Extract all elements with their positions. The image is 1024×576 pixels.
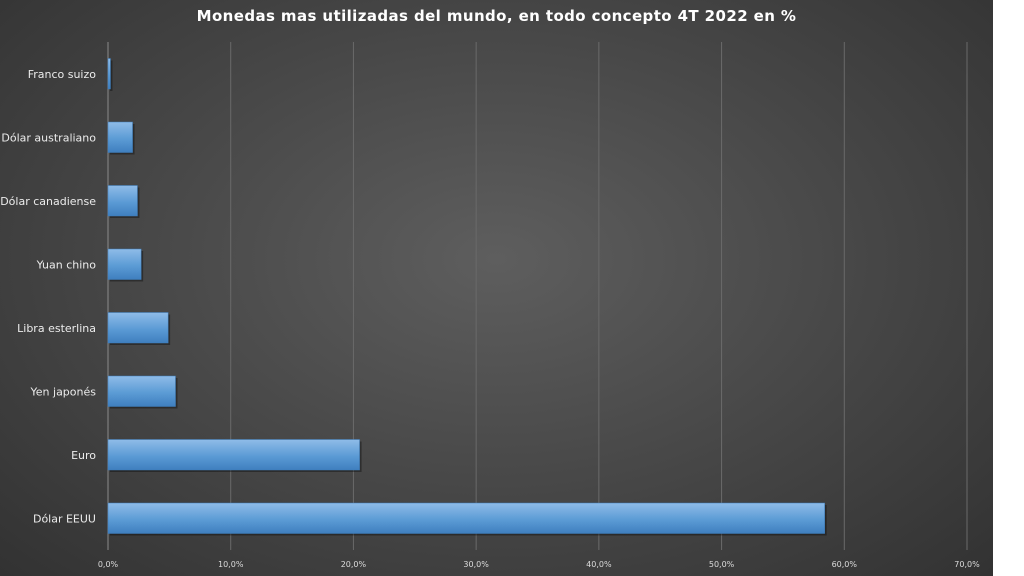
x-tick-labels: 0,0% 10,0% 20,0% 30,0% 40,0% 50,0% 60,0% 70,0% <box>98 560 980 569</box>
bar <box>107 121 133 153</box>
bars <box>107 58 827 536</box>
bar <box>107 58 111 90</box>
x-tick-label: 40,0% <box>586 560 612 569</box>
x-tick-label: 50,0% <box>709 560 735 569</box>
category-label: Franco suizo <box>28 68 97 81</box>
bar <box>107 248 142 280</box>
category-label: Dólar australiano <box>1 131 96 144</box>
category-label: Euro <box>71 449 96 462</box>
bar <box>107 312 169 344</box>
x-tick-label: 20,0% <box>341 560 367 569</box>
x-tick-label: 10,0% <box>218 560 244 569</box>
bar-shadow <box>110 60 113 91</box>
category-label: Dólar canadiense <box>0 195 96 208</box>
category-label: Dólar EEUU <box>33 512 96 525</box>
x-tick-label: 0,0% <box>98 560 119 569</box>
bar <box>107 185 138 217</box>
bar <box>107 439 360 471</box>
x-tick-label: 60,0% <box>832 560 858 569</box>
x-tick-label: 70,0% <box>954 560 980 569</box>
category-labels: Franco suizo Dólar australiano Dólar canad… <box>0 68 96 526</box>
chart-panel: Monedas mas utilizadas del mundo, en tod… <box>0 0 993 576</box>
category-label: Yuan chino <box>36 258 97 271</box>
bar <box>107 502 825 534</box>
gridlines <box>107 42 968 550</box>
category-label: Yen japonés <box>30 385 97 398</box>
category-label: Libra esterlina <box>17 322 96 335</box>
bar-chart: Franco suizo Dólar australiano Dólar canad… <box>0 42 980 569</box>
bar <box>107 375 176 407</box>
x-tick-label: 30,0% <box>463 560 489 569</box>
chart-title: Monedas mas utilizadas del mundo, en tod… <box>196 7 797 25</box>
